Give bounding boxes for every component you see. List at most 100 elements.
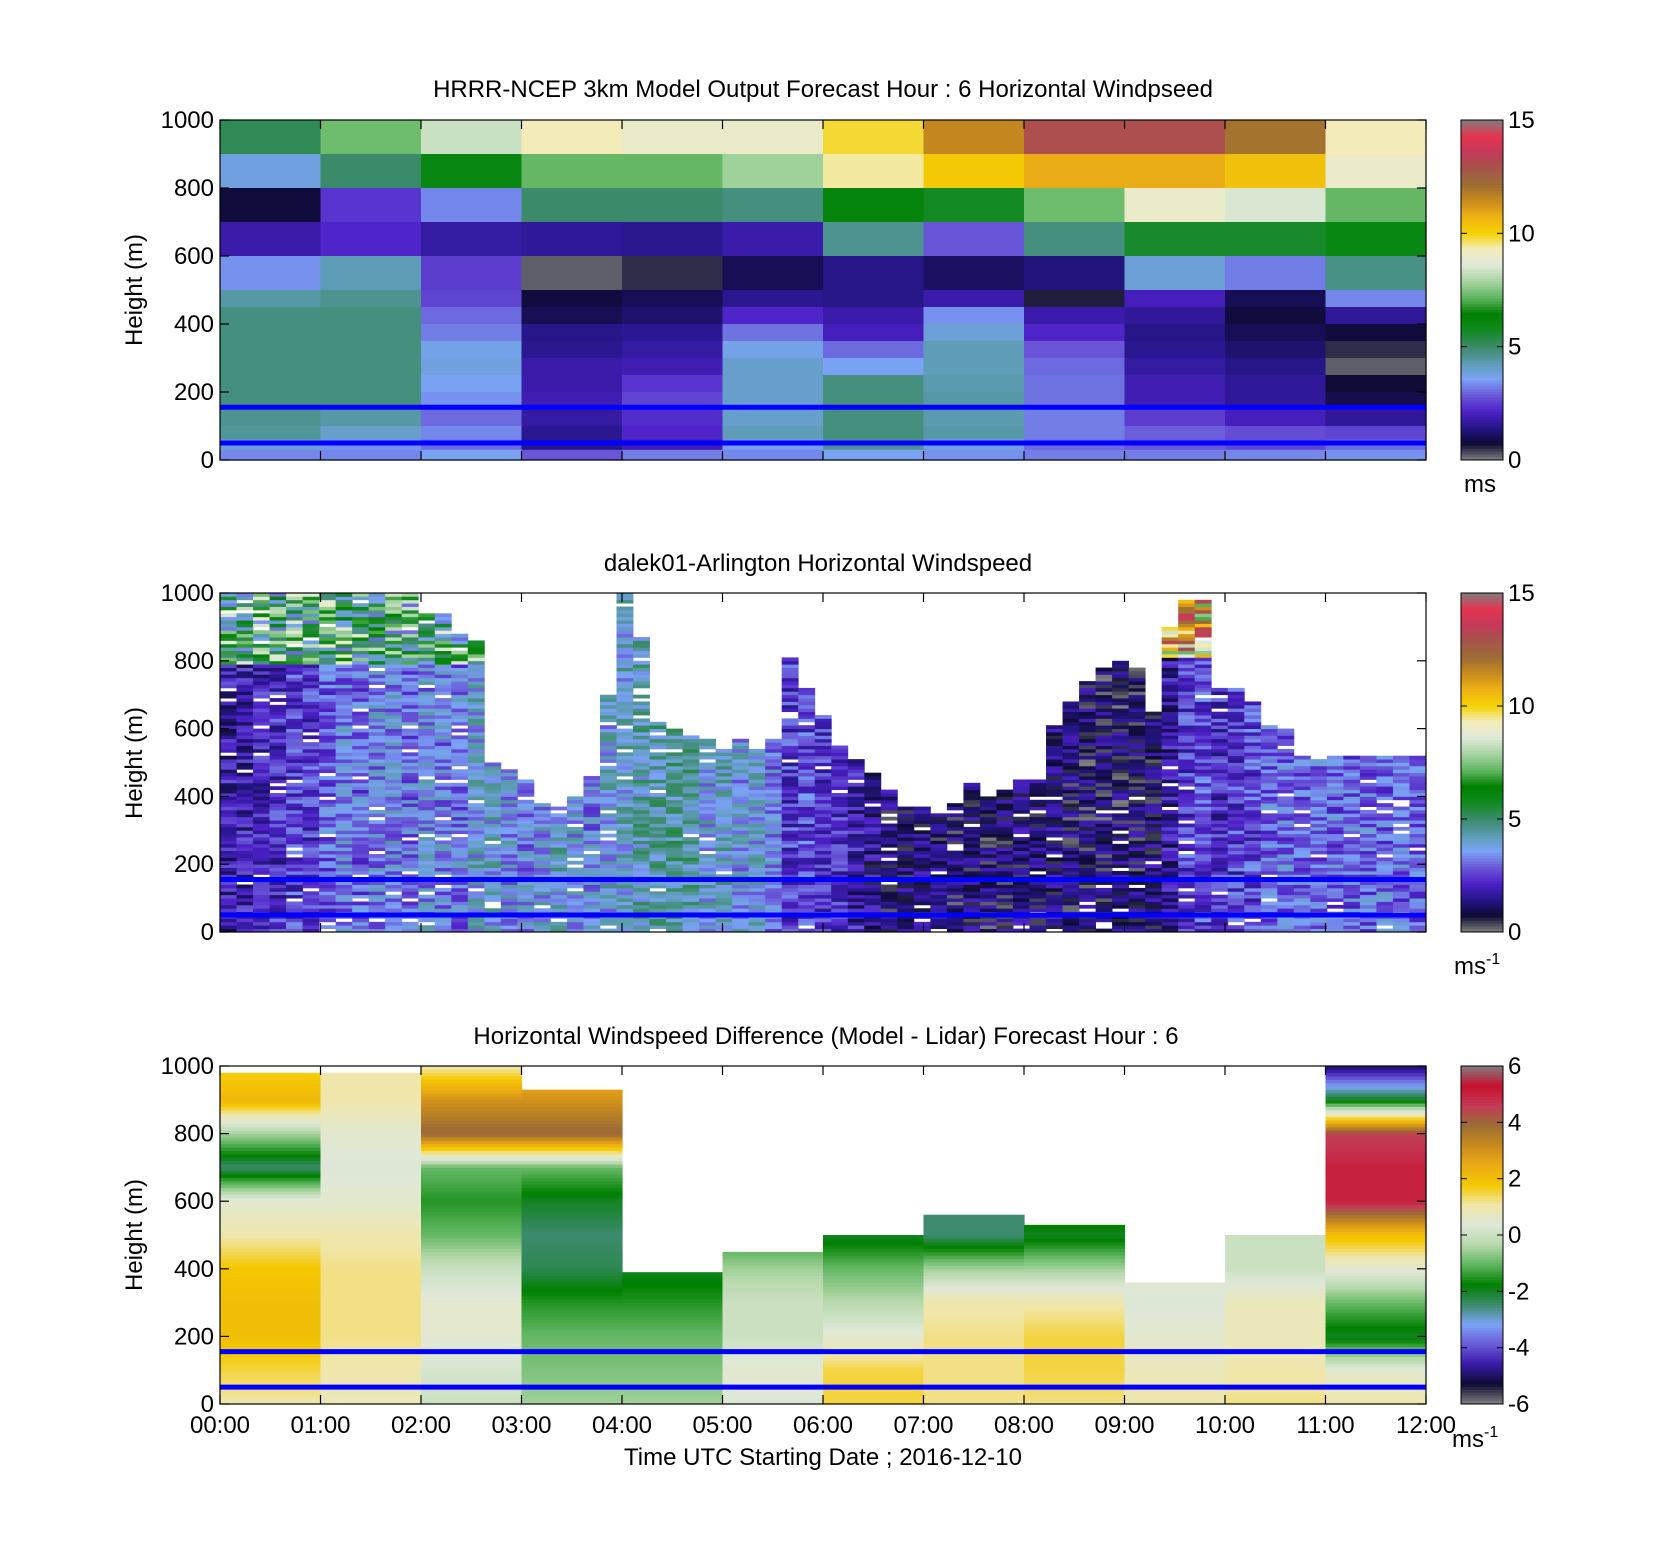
heatmap-cell	[633, 708, 650, 713]
heatmap-cell	[847, 884, 865, 889]
heatmap-cell	[946, 918, 964, 923]
heatmap-cell	[748, 928, 766, 933]
heatmap-cell	[1145, 786, 1163, 791]
heatmap-cell	[302, 826, 320, 831]
heatmap-cell	[748, 772, 766, 777]
heatmap-cell	[418, 843, 436, 848]
heatmap-cell	[368, 708, 386, 713]
heatmap-cell	[1161, 904, 1179, 909]
heatmap-cell	[1244, 735, 1262, 740]
heatmap-cell	[847, 769, 865, 774]
heatmap-cell	[1079, 789, 1096, 794]
heatmap-cell	[1359, 928, 1377, 933]
heatmap-cell	[1211, 799, 1229, 804]
heatmap-cell	[1343, 843, 1361, 848]
heatmap-cell	[467, 891, 485, 896]
heatmap-cell	[220, 867, 237, 872]
heatmap-cell	[566, 928, 584, 933]
heatmap-cell	[1079, 884, 1096, 889]
heatmap-cell	[517, 881, 535, 885]
heatmap-cell	[1062, 721, 1080, 726]
heatmap-cell	[220, 188, 322, 223]
heatmap-cell	[319, 711, 337, 716]
heatmap-cell	[963, 918, 981, 923]
heatmap-cell	[633, 837, 650, 841]
heatmap-cell	[699, 779, 717, 784]
heatmap-cell	[682, 867, 700, 872]
heatmap-cell	[286, 667, 304, 672]
heatmap-cell	[1211, 874, 1229, 879]
heatmap-cell	[732, 833, 750, 838]
heatmap-cell	[1211, 728, 1229, 733]
heatmap-cell	[649, 809, 667, 814]
heatmap-cell	[1376, 918, 1394, 923]
heatmap-cell	[1392, 921, 1410, 926]
heatmap-cell	[1062, 786, 1080, 791]
heatmap-cell	[1376, 904, 1394, 909]
heatmap-cell	[286, 745, 304, 750]
heatmap-cell	[236, 833, 254, 838]
heatmap-cell	[1145, 850, 1163, 855]
heatmap-cell	[319, 803, 337, 807]
heatmap-cell	[682, 803, 700, 807]
heatmap-cell	[385, 806, 403, 811]
heatmap-cell	[335, 908, 353, 913]
heatmap-cell	[1325, 307, 1427, 325]
heatmap-cell	[1227, 745, 1245, 750]
heatmap-cell	[765, 898, 783, 902]
heatmap-cell	[1227, 762, 1245, 767]
heatmap-cell	[765, 894, 783, 899]
heatmap-cell	[880, 867, 898, 872]
heatmap-cell	[583, 884, 601, 889]
heatmap-cell	[401, 884, 419, 889]
heatmap-cell	[484, 803, 502, 807]
heatmap-cell	[352, 752, 370, 757]
heatmap-cell	[1029, 928, 1047, 933]
heatmap-cell	[253, 654, 270, 658]
heatmap-cell	[236, 908, 254, 913]
heatmap-cell	[1112, 901, 1130, 906]
heatmap-cell	[220, 769, 237, 774]
heatmap-cell	[814, 803, 832, 807]
heatmap-cell	[1343, 809, 1361, 814]
heatmap-cell	[352, 820, 370, 824]
heatmap-cell	[963, 826, 981, 831]
heatmap-cell	[1359, 870, 1377, 875]
heatmap-cell	[302, 779, 320, 784]
heatmap-cell	[434, 623, 452, 628]
heatmap-cell	[1012, 921, 1030, 926]
heatmap-cell	[1062, 745, 1080, 750]
heatmap-cell	[269, 623, 287, 628]
heatmap-cell	[421, 324, 523, 342]
heatmap-cell	[823, 188, 925, 223]
heatmap-cell	[335, 898, 353, 902]
heatmap-cell	[484, 799, 502, 804]
heatmap-cell	[666, 843, 683, 848]
heatmap-cell	[269, 860, 287, 865]
heatmap-cell	[1124, 120, 1226, 155]
heatmap-cell	[517, 854, 535, 858]
heatmap-cell	[1145, 833, 1163, 838]
heatmap-cell	[722, 409, 824, 427]
heatmap-cell	[451, 728, 469, 733]
heatmap-cell	[781, 721, 799, 726]
heatmap-cell	[1128, 826, 1146, 831]
heatmap-cell	[996, 840, 1014, 845]
heatmap-cell	[666, 735, 683, 740]
heatmap-cell	[302, 837, 320, 841]
heatmap-cell	[236, 687, 254, 692]
heatmap-cell	[1376, 867, 1394, 872]
heatmap-cell	[1227, 826, 1245, 831]
heatmap-cell	[599, 715, 617, 719]
heatmap-cell	[269, 806, 287, 811]
heatmap-cell	[1326, 925, 1344, 930]
heatmap-cell	[434, 891, 452, 896]
heatmap-cell	[253, 718, 270, 723]
heatmap-cell	[1062, 857, 1080, 862]
heatmap-cell	[748, 894, 766, 899]
heatmap-cell	[236, 728, 254, 733]
heatmap-cell	[649, 779, 667, 784]
heatmap-cell	[946, 813, 964, 818]
heatmap-cell	[748, 765, 766, 770]
